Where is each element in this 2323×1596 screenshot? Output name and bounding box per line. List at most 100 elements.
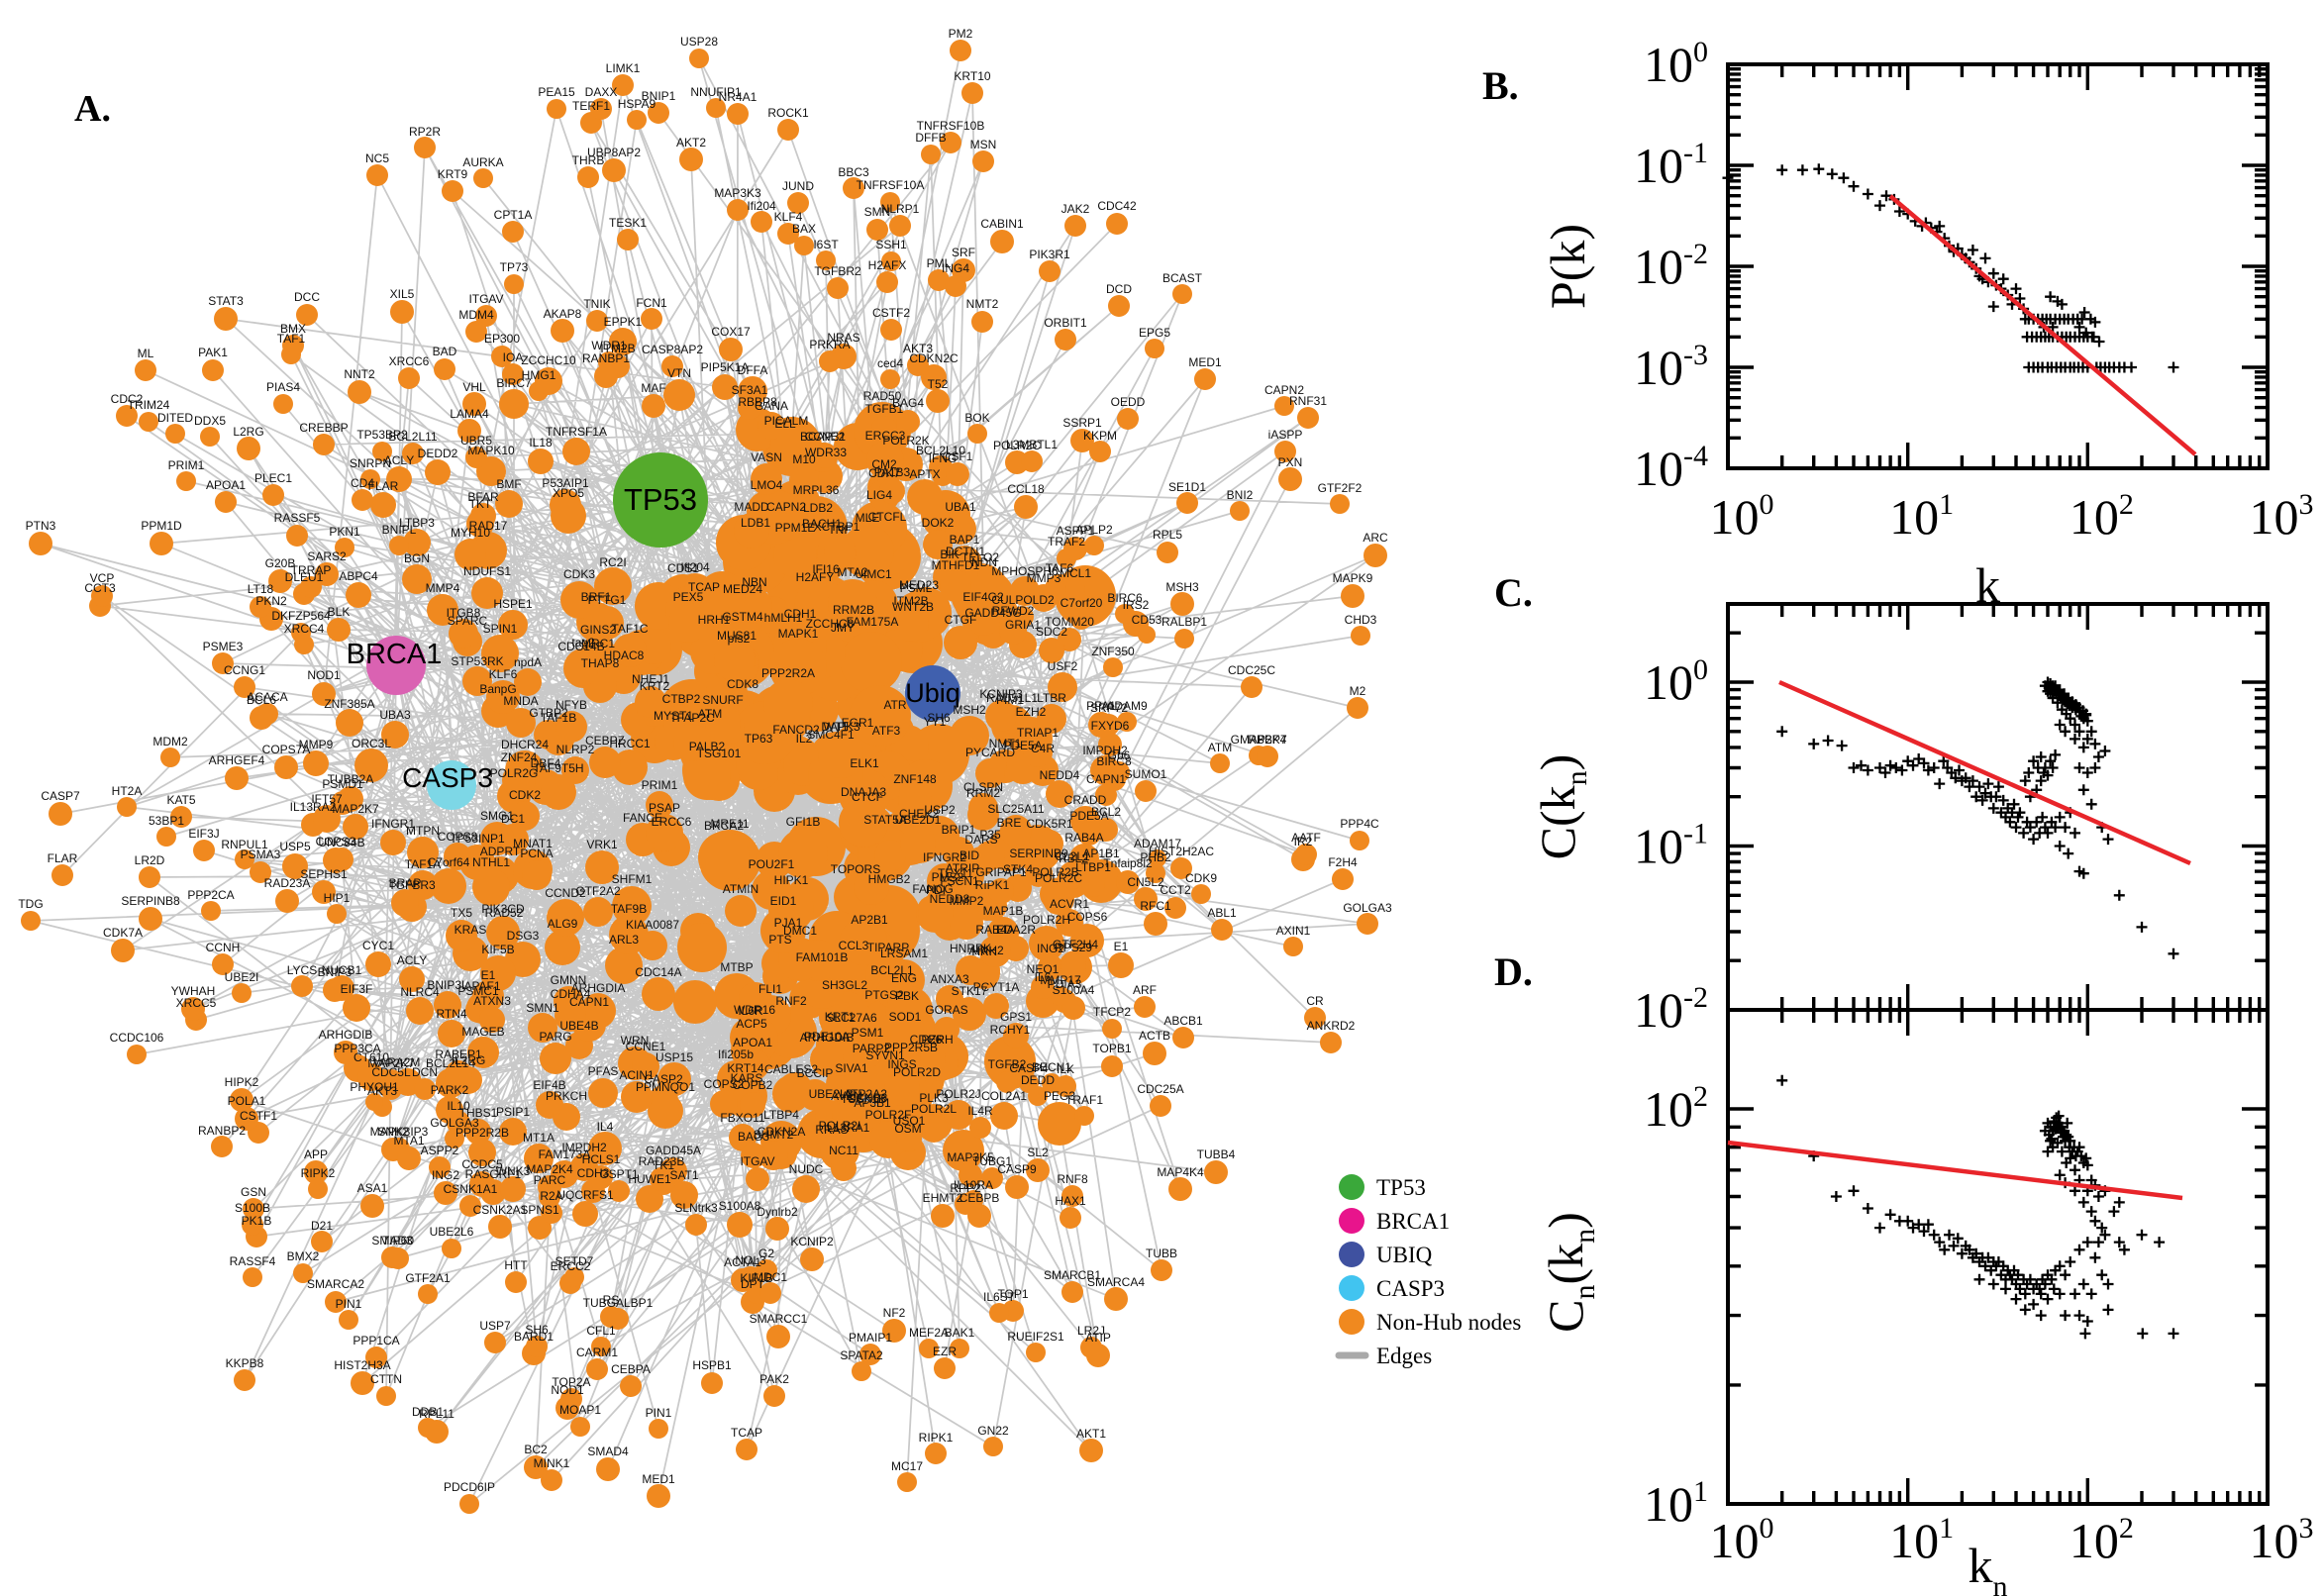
svg-text:POLR2H: POLR2H <box>1023 913 1070 927</box>
svg-text:FLAR: FLAR <box>48 851 78 865</box>
svg-text:ATMIN: ATMIN <box>723 882 758 896</box>
svg-text:SH6: SH6 <box>927 711 951 725</box>
svg-text:TOPB1: TOPB1 <box>1092 1042 1131 1055</box>
svg-text:FANCE: FANCE <box>623 811 662 825</box>
svg-text:CD53: CD53 <box>1132 613 1162 627</box>
svg-text:IL6R: IL6R <box>738 1004 763 1018</box>
svg-text:APTX: APTX <box>909 467 940 481</box>
svg-text:CEBPB: CEBPB <box>960 1191 1000 1205</box>
svg-text:TRAF1: TRAF1 <box>1065 1093 1103 1107</box>
svg-text:NEDD8: NEDD8 <box>930 892 970 906</box>
svg-text:BARD1: BARD1 <box>514 1330 554 1344</box>
svg-text:NDN: NDN <box>971 555 997 569</box>
svg-text:MDM4: MDM4 <box>458 308 494 322</box>
svg-text:MAP3K5: MAP3K5 <box>947 1150 994 1164</box>
svg-text:LYCS: LYCS <box>287 963 317 977</box>
svg-text:MPHOSPH6: MPHOSPH6 <box>991 564 1059 578</box>
svg-text:UBE2D1: UBE2D1 <box>895 813 942 827</box>
svg-text:P53AIP1: P53AIP1 <box>542 476 589 490</box>
svg-text:D21: D21 <box>311 1219 333 1233</box>
svg-text:OSM: OSM <box>894 1122 921 1136</box>
svg-text:CDK5R1: CDK5R1 <box>1026 817 1073 831</box>
svg-text:JUND: JUND <box>782 179 814 193</box>
svg-text:GOLGA3: GOLGA3 <box>430 1116 479 1130</box>
svg-text:RABEP1: RABEP1 <box>435 1047 482 1061</box>
svg-text:BAX: BAX <box>792 222 816 236</box>
svg-text:THAP8: THAP8 <box>581 656 620 670</box>
svg-text:SOD1: SOD1 <box>889 1010 922 1024</box>
svg-text:SMARCA4: SMARCA4 <box>1087 1275 1145 1289</box>
svg-text:TP53INP1: TP53INP1 <box>450 832 505 846</box>
svg-text:AKT3: AKT3 <box>903 342 933 355</box>
svg-text:KARS: KARS <box>731 1071 763 1085</box>
svg-text:POLR2C: POLR2C <box>1035 871 1082 885</box>
svg-text:HIP1: HIP1 <box>324 891 351 905</box>
svg-text:SPARC: SPARC <box>448 614 488 628</box>
svg-text:RAB4A: RAB4A <box>975 923 1014 937</box>
svg-text:IFNGR2: IFNGR2 <box>923 850 966 864</box>
svg-text:PTN3: PTN3 <box>26 519 56 533</box>
svg-text:POLA1: POLA1 <box>228 1094 266 1108</box>
svg-text:TIPARP: TIPARP <box>867 941 909 954</box>
svg-text:DAXX: DAXX <box>585 85 618 99</box>
svg-text:ORC3L: ORC3L <box>352 737 391 750</box>
svg-text:RTN4: RTN4 <box>436 1007 466 1021</box>
svg-text:ATM: ATM <box>1208 741 1232 754</box>
svg-text:AURKA: AURKA <box>462 155 503 169</box>
svg-text:RPP2: RPP2 <box>950 1181 981 1195</box>
svg-text:MAGEB: MAGEB <box>461 1025 504 1039</box>
svg-text:MDC1: MDC1 <box>754 1270 787 1284</box>
svg-text:PMS2: PMS2 <box>932 870 964 884</box>
svg-text:TGFBR3: TGFBR3 <box>388 878 436 892</box>
svg-text:KRAS: KRAS <box>454 923 487 937</box>
svg-text:PYCARD: PYCARD <box>965 746 1015 759</box>
svg-text:CAPN2: CAPN2 <box>1264 383 1304 397</box>
svg-text:PSML: PSML <box>900 581 933 595</box>
svg-text:NMT2: NMT2 <box>966 297 999 311</box>
svg-text:ITGAV: ITGAV <box>740 1154 774 1168</box>
svg-text:DCTN1: DCTN1 <box>946 545 985 558</box>
svg-text:AATF: AATF <box>1291 831 1321 845</box>
svg-text:CL2L1: CL2L1 <box>1055 849 1090 863</box>
svg-text:KLF4: KLF4 <box>774 210 803 224</box>
svg-text:CEBPZ: CEBPZ <box>585 734 625 748</box>
svg-text:PMAIP1: PMAIP1 <box>849 1331 892 1345</box>
svg-text:53BP1: 53BP1 <box>149 814 184 828</box>
svg-text:BanpG: BanpG <box>479 682 516 696</box>
svg-text:CDKN2A: CDKN2A <box>758 1125 806 1139</box>
svg-text:MMP2: MMP2 <box>950 894 984 908</box>
svg-text:POLR2L: POLR2L <box>911 1102 957 1116</box>
svg-text:COPS7A: COPS7A <box>262 743 311 756</box>
svg-text:PML: PML <box>927 256 952 270</box>
svg-text:ACP5: ACP5 <box>736 1017 767 1031</box>
svg-text:CDK7: CDK7 <box>868 466 900 480</box>
svg-text:BAG4: BAG4 <box>892 396 924 410</box>
svg-text:TNFRSF1A: TNFRSF1A <box>546 425 607 439</box>
svg-text:XPO5: XPO5 <box>553 486 584 500</box>
svg-text:SPIN1: SPIN1 <box>483 622 518 636</box>
svg-text:MINK1: MINK1 <box>534 1456 570 1470</box>
svg-text:BAK1: BAK1 <box>945 1326 975 1340</box>
svg-text:CDH1: CDH1 <box>784 607 817 621</box>
svg-text:IOA: IOA <box>503 350 524 364</box>
svg-text:PK1B: PK1B <box>242 1214 272 1228</box>
svg-text:TSSK1B: TSSK1B <box>841 1092 886 1106</box>
svg-text:PIAS4: PIAS4 <box>266 380 300 394</box>
svg-text:ASPP2: ASPP2 <box>421 1144 459 1157</box>
svg-text:MRC1: MRC1 <box>581 637 615 650</box>
svg-text:SL2: SL2 <box>1027 1146 1049 1159</box>
svg-text:BIRC7: BIRC7 <box>496 376 532 390</box>
svg-text:TAF1C: TAF1C <box>611 622 648 636</box>
svg-text:TGFBR2: TGFBR2 <box>814 264 861 278</box>
svg-text:BID: BID <box>960 848 979 862</box>
svg-text:SAT1: SAT1 <box>669 1168 698 1182</box>
svg-text:MSN: MSN <box>970 138 997 151</box>
svg-text:CYC1: CYC1 <box>362 939 394 952</box>
svg-text:ING4: ING4 <box>942 261 969 275</box>
svg-text:KAT5: KAT5 <box>166 793 195 807</box>
svg-text:HSPE1: HSPE1 <box>493 597 533 611</box>
svg-text:TNF: TNF <box>828 523 851 537</box>
svg-text:PIK3CD: PIK3CD <box>481 902 525 916</box>
svg-text:AXIN1: AXIN1 <box>1276 924 1311 938</box>
svg-text:Gb6: Gb6 <box>1108 748 1131 762</box>
